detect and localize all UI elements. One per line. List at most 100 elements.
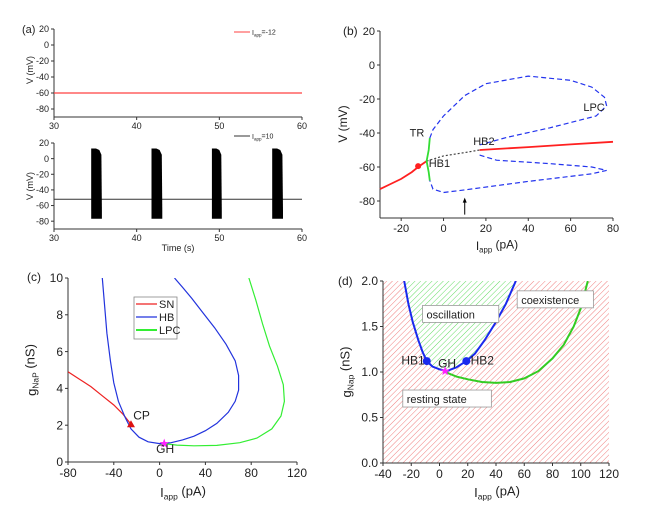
arrow-head-icon <box>462 197 467 203</box>
x-axis-label: Iapp (pA) <box>476 238 518 255</box>
y-tick-label: -80 <box>36 104 49 114</box>
region-label-box <box>402 389 492 408</box>
y-tick-label: -60 <box>359 162 375 174</box>
y-tick-label: -80 <box>359 196 375 208</box>
chart-2: 30 40 50 60 20 0 -20 -40 -60 -80 Time (s) V (mV) Iap… <box>25 133 307 253</box>
y-tick-label: 2 <box>56 418 63 432</box>
x-tick-label: 60 <box>565 223 577 235</box>
y-tick-label: -60 <box>36 201 49 211</box>
series-line-unstable-equilibrium <box>426 149 480 162</box>
panel-label-c: (c) <box>27 270 41 284</box>
x-tick-label: 60 <box>297 121 307 131</box>
y-tick-label: 6 <box>56 345 63 359</box>
chart-4: -80 -40 0 40 80 120 0 2 4 6 8 10 Iapp (pA) gNaP (nS) C… <box>23 271 308 501</box>
cp-triangle-marker <box>126 420 135 428</box>
x-tick-label: 40 <box>489 467 503 481</box>
point-marker <box>415 163 422 170</box>
series-line-lpc <box>164 278 286 447</box>
annotation-lpc: LPC <box>583 102 604 114</box>
y-axis-label: V (mV) <box>336 105 350 142</box>
y-tick-label: -20 <box>36 56 49 66</box>
x-axis-label: Iapp (pA) <box>474 484 520 502</box>
legend-label-lpc: LPC <box>159 325 180 337</box>
x-tick-label: 80 <box>546 467 560 481</box>
y-tick-label: -20 <box>36 169 49 179</box>
x-tick-label: -40 <box>374 467 392 481</box>
annotation-hb1: HB1 <box>401 354 425 368</box>
gh-star-marker <box>440 366 450 376</box>
legend-label-sn: SN <box>159 299 174 311</box>
x-tick-label: 0 <box>156 466 163 480</box>
x-tick-label: -80 <box>59 466 77 480</box>
x-axis-label: Time (s) <box>162 243 195 253</box>
region-label-coexistence: coexistence <box>521 295 579 307</box>
panel-label-b: (b) <box>343 24 358 38</box>
x-tick-label: 40 <box>522 223 534 235</box>
y-tick-label: -40 <box>36 72 49 82</box>
y-tick-label: 0.5 <box>361 411 378 425</box>
x-tick-label: 50 <box>214 121 224 131</box>
series-line-sn <box>68 371 132 425</box>
region-label-box <box>516 290 594 309</box>
chart-1: 30 40 50 60 20 0 -20 -40 -60 -80 V (mV) Iapp=-12 <box>25 24 307 131</box>
x-tick-label: 40 <box>132 121 142 131</box>
series-line-lpc <box>444 281 589 384</box>
x-tick-label: 40 <box>132 233 142 243</box>
panel-label-a: (a) <box>22 24 35 36</box>
chart-5: -40 -20 0 20 40 60 80 100 120 0.0 0.5 1.0 1.5 2.0 Iapp… <box>338 274 620 501</box>
annotation-cp: CP <box>133 409 150 423</box>
burst <box>272 148 283 219</box>
y-tick-label: -80 <box>36 216 49 226</box>
y-axis-label: V (mV) <box>25 172 35 200</box>
legend-label: Iapp=-12 <box>252 29 276 37</box>
region-label-box <box>422 304 500 323</box>
y-axis-label: gNap (nS) <box>338 347 356 398</box>
y-tick-label: 1.0 <box>361 365 378 379</box>
oscillation-region <box>404 281 516 372</box>
y-tick-label: 0 <box>369 60 375 72</box>
annotation-tr: TR <box>410 127 425 139</box>
series-line-hb <box>101 278 240 445</box>
x-tick-label: 50 <box>214 233 224 243</box>
panel-label-d: (d) <box>338 274 353 288</box>
y-tick-label: 0 <box>44 40 49 50</box>
series-line-unstable-limit-cycle-min <box>429 154 607 194</box>
point-marker <box>422 357 431 366</box>
gh-star-marker <box>159 438 169 448</box>
region-label-oscillation: oscillation <box>427 309 475 321</box>
burst <box>151 148 163 219</box>
y-axis-label: gNaP (nS) <box>23 344 41 396</box>
y-axis-label: V (mV) <box>25 56 35 84</box>
region-label-resting-state: resting state <box>407 394 467 406</box>
y-tick-label: -40 <box>36 185 49 195</box>
x-tick-label: -20 <box>393 223 409 235</box>
y-tick-label: 0.0 <box>361 456 378 470</box>
annotation-gh: GH <box>438 356 456 370</box>
y-tick-label: 0 <box>56 455 63 469</box>
x-tick-label: 20 <box>461 467 475 481</box>
y-tick-label: 2.0 <box>361 274 378 288</box>
burst <box>211 148 222 219</box>
x-tick-label: -20 <box>403 467 421 481</box>
series-line-unstable-limit-cycle-max <box>429 75 608 146</box>
x-tick-label: 0 <box>436 467 443 481</box>
x-tick-label: 30 <box>49 121 59 131</box>
y-tick-label: 0 <box>44 154 49 164</box>
x-tick-label: 30 <box>49 233 59 243</box>
x-tick-label: 80 <box>245 466 259 480</box>
y-tick-label: -40 <box>359 128 375 140</box>
legend-label: Iapp=10 <box>252 133 274 141</box>
burst <box>91 148 102 219</box>
x-tick-label: 0 <box>440 223 446 235</box>
x-axis-label: Iapp (pA) <box>160 484 206 502</box>
x-tick-label: 40 <box>199 466 213 480</box>
y-tick-label: -60 <box>36 88 49 98</box>
y-tick-label: 20 <box>39 138 49 148</box>
y-tick-label: 20 <box>363 26 375 38</box>
annotation-hb2: HB2 <box>473 136 494 148</box>
y-tick-label: 20 <box>39 24 49 34</box>
annotation-gh: GH <box>156 442 174 456</box>
series-line-stable-equilibrium <box>479 140 614 151</box>
y-tick-label: 1.5 <box>361 320 378 334</box>
